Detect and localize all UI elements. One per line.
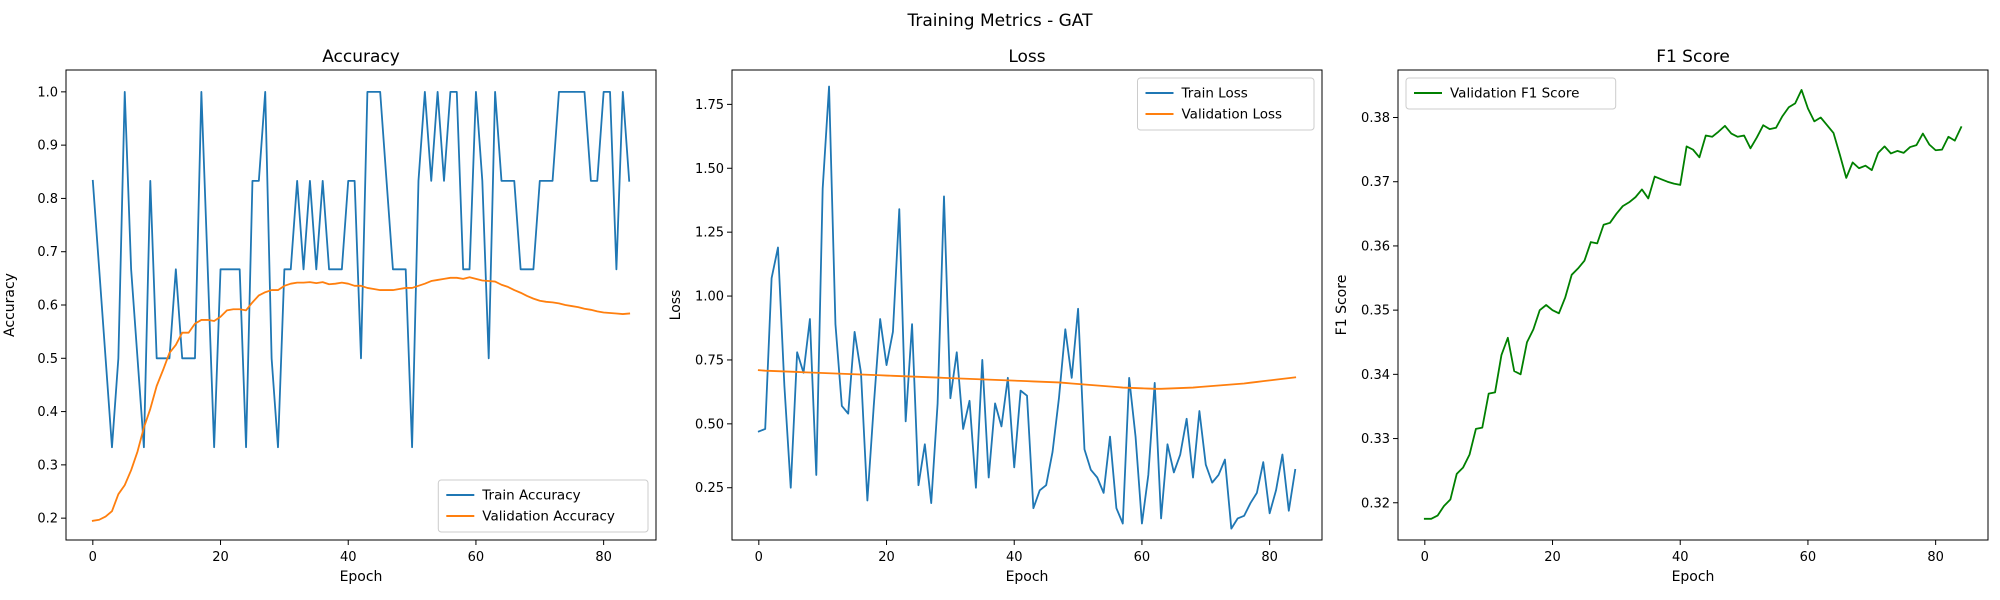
accuracy-title: Accuracy xyxy=(322,47,400,67)
train-accuracy-legend-label: Train Accuracy xyxy=(481,488,580,504)
validation-loss-line xyxy=(757,369,1297,390)
loss-y-tick-label: 1.75 xyxy=(695,98,724,113)
train-accuracy-line xyxy=(91,90,631,449)
accuracy-x-tick-label: 60 xyxy=(468,550,485,565)
f1-score-x-axis-label: Epoch xyxy=(1672,569,1715,585)
loss-x-tick-label: 80 xyxy=(1261,550,1278,565)
accuracy-legend-box xyxy=(437,479,649,533)
f1-score-axes-frame xyxy=(1397,69,1989,541)
figure-title: Training Metrics - GAT xyxy=(907,11,1094,31)
accuracy-y-tick-label: 0.6 xyxy=(37,299,58,314)
loss-y-axis-label: Loss xyxy=(668,290,684,321)
accuracy-y-tick-label: 0.7 xyxy=(37,245,58,260)
train-loss-legend-label: Train Loss xyxy=(1181,86,1248,102)
f1-score-title: F1 Score xyxy=(1656,47,1730,67)
loss-y-tick-label: 1.50 xyxy=(695,162,724,177)
accuracy-y-axis-label: Accuracy xyxy=(2,273,18,337)
f1-score-y-axis-label: F1 Score xyxy=(1334,275,1350,336)
validation-accuracy-line xyxy=(91,276,631,522)
validation-loss-legend-label: Validation Loss xyxy=(1182,107,1283,123)
f1-score-x-tick-label: 40 xyxy=(1672,550,1689,565)
f1-score-panel: 0 20 40 60 80 0.32 0.33 0.34 0.35 0.36 0.37 0.38 F1 … xyxy=(1334,47,1989,585)
loss-x-tick-label: 20 xyxy=(878,550,895,565)
accuracy-y-tick-label: 0.2 xyxy=(37,512,58,527)
accuracy-y-tick-label: 0.8 xyxy=(37,192,58,207)
accuracy-legend: Train Accuracy Validation Accuracy xyxy=(437,479,649,533)
f1-score-y-tick-label: 0.32 xyxy=(1361,496,1390,511)
loss-legend-box xyxy=(1137,77,1315,131)
accuracy-y-tick-label: 0.5 xyxy=(37,352,58,367)
f1-score-y-tick-label: 0.36 xyxy=(1361,239,1390,254)
validation-f1-score-line xyxy=(1423,89,1963,520)
loss-y-tick-label: 1.00 xyxy=(695,290,724,305)
f1-score-x-tick-label: 20 xyxy=(1544,550,1561,565)
loss-y-tick-label: 0.75 xyxy=(695,353,724,368)
validation-accuracy-legend-label: Validation Accuracy xyxy=(482,509,615,525)
accuracy-y-tick-label: 1.0 xyxy=(37,85,58,100)
f1-score-y-tick-label: 0.37 xyxy=(1361,175,1390,190)
loss-legend: Train Loss Validation Loss xyxy=(1137,77,1315,131)
accuracy-x-tick-label: 0 xyxy=(89,550,97,565)
accuracy-panel: 0 20 40 60 80 0.2 0.3 0.4 0.5 0.6 0.7 0.8 0.9 1.0 Accu… xyxy=(2,47,657,585)
accuracy-y-tick-label: 0.9 xyxy=(37,139,58,154)
accuracy-x-tick-label: 20 xyxy=(212,550,229,565)
loss-y-tick-label: 0.50 xyxy=(695,417,724,432)
accuracy-x-tick-label: 80 xyxy=(595,550,612,565)
f1-score-x-tick-label: 0 xyxy=(1421,550,1429,565)
loss-y-tick-label: 1.25 xyxy=(695,226,724,241)
f1-score-y-tick-label: 0.35 xyxy=(1361,304,1390,319)
f1-score-plot-area xyxy=(1398,70,1988,540)
loss-panel: 0 20 40 60 80 0.25 0.50 0.75 1.00 1.25 1.50 1.75 Los… xyxy=(668,47,1323,585)
loss-x-axis-label: Epoch xyxy=(1006,569,1049,585)
train-loss-line xyxy=(757,85,1297,530)
loss-x-tick-label: 40 xyxy=(1006,550,1023,565)
f1-score-x-tick-label: 80 xyxy=(1927,550,1944,565)
accuracy-x-tick-label: 40 xyxy=(340,550,357,565)
f1-score-legend-box xyxy=(1405,77,1617,110)
f1-score-y-tick-label: 0.33 xyxy=(1361,432,1390,447)
f1-score-y-tick-label: 0.38 xyxy=(1361,111,1390,126)
accuracy-x-axis-label: Epoch xyxy=(340,569,383,585)
loss-title: Loss xyxy=(1008,47,1045,67)
accuracy-y-tick-label: 0.4 xyxy=(37,405,58,420)
f1-score-legend: Validation F1 Score xyxy=(1405,77,1617,110)
loss-axes-frame xyxy=(731,69,1323,541)
validation-f1-score-legend-label: Validation F1 Score xyxy=(1450,86,1579,102)
loss-x-tick-label: 60 xyxy=(1134,550,1151,565)
accuracy-y-tick-label: 0.3 xyxy=(37,458,58,473)
f1-score-y-tick-label: 0.34 xyxy=(1361,368,1390,383)
f1-score-x-tick-label: 60 xyxy=(1800,550,1817,565)
loss-y-tick-label: 0.25 xyxy=(695,481,724,496)
accuracy-plot-area xyxy=(66,70,656,540)
loss-x-tick-label: 0 xyxy=(755,550,763,565)
